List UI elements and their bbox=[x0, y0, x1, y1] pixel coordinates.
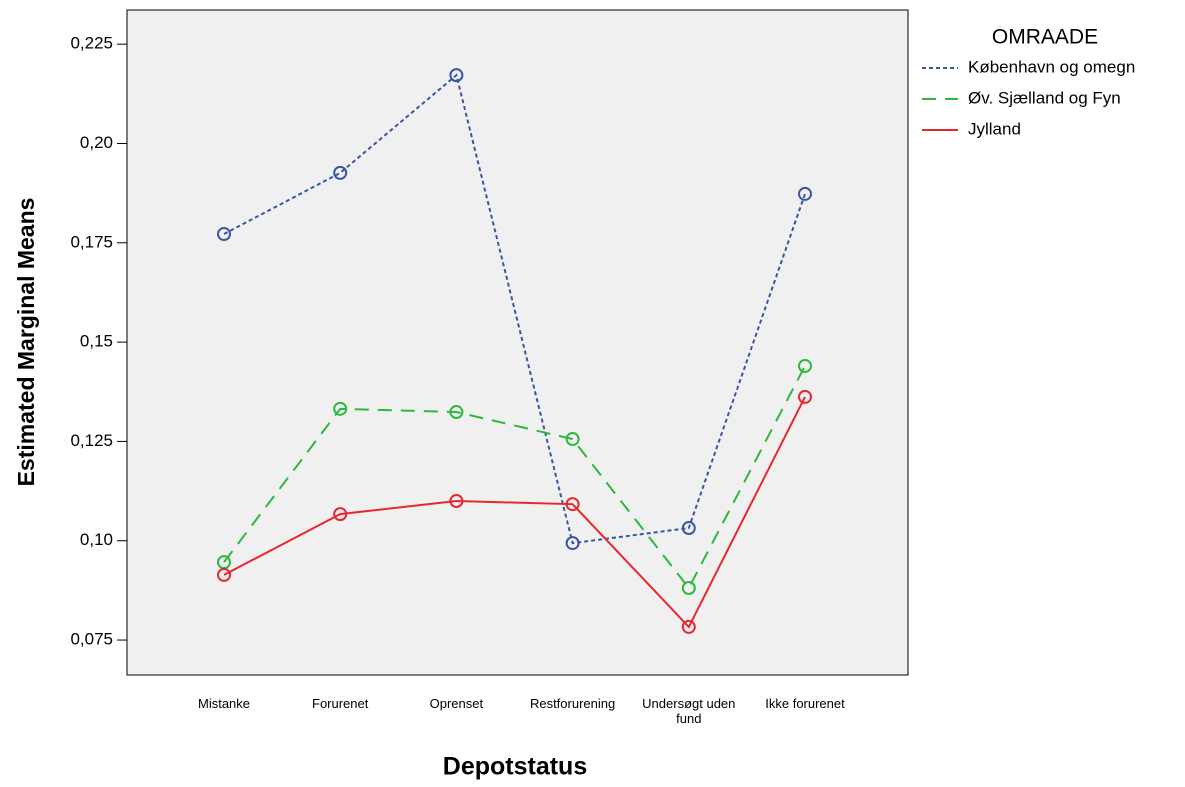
point-marker bbox=[565, 536, 580, 551]
point-marker bbox=[565, 497, 580, 512]
x-tick-label: Undersøgt uden fund bbox=[642, 696, 736, 726]
point-marker bbox=[798, 186, 812, 201]
point-marker bbox=[449, 68, 464, 83]
x-tick-label: Restforurening bbox=[529, 696, 616, 711]
point-marker bbox=[333, 165, 348, 180]
series-line bbox=[223, 365, 806, 590]
point-marker bbox=[449, 405, 464, 420]
y-tick-label: 0,15 bbox=[80, 332, 113, 351]
y-tick-label: 0,20 bbox=[80, 133, 113, 152]
y-tick-label: 0,10 bbox=[80, 530, 113, 549]
x-tick-label: Mistanke bbox=[197, 696, 251, 711]
y-axis-title: Estimated Marginal Means bbox=[13, 198, 39, 487]
y-tick-label: 0,125 bbox=[70, 431, 113, 450]
point-marker bbox=[681, 521, 696, 536]
x-tick-label: Forurenet bbox=[312, 696, 369, 711]
series-line bbox=[223, 73, 806, 545]
point-marker bbox=[217, 567, 231, 582]
series-line bbox=[223, 396, 806, 629]
point-marker bbox=[681, 619, 696, 634]
legend-label: Øv. Sjælland og Fyn bbox=[968, 88, 1121, 107]
x-axis-title: Depotstatus bbox=[443, 753, 587, 781]
point-marker bbox=[333, 401, 348, 416]
x-tick-label: Oprenset bbox=[429, 696, 484, 711]
y-tick-label: 0,225 bbox=[70, 34, 113, 53]
point-marker bbox=[681, 581, 696, 596]
point-marker bbox=[333, 507, 348, 522]
legend-label: København og omegn bbox=[968, 57, 1135, 76]
point-marker bbox=[798, 358, 812, 373]
point-marker bbox=[565, 432, 580, 447]
y-tick-label: 0,075 bbox=[70, 630, 113, 649]
y-tick-label: 0,175 bbox=[70, 232, 113, 251]
plot-area bbox=[126, 9, 909, 676]
x-tick-label: Ikke forurenet bbox=[765, 696, 845, 711]
legend-title: OMRAADE bbox=[992, 26, 1098, 49]
point-marker bbox=[217, 227, 231, 242]
point-marker bbox=[449, 494, 464, 509]
legend-label: Jylland bbox=[968, 119, 1021, 138]
point-marker bbox=[798, 389, 812, 404]
